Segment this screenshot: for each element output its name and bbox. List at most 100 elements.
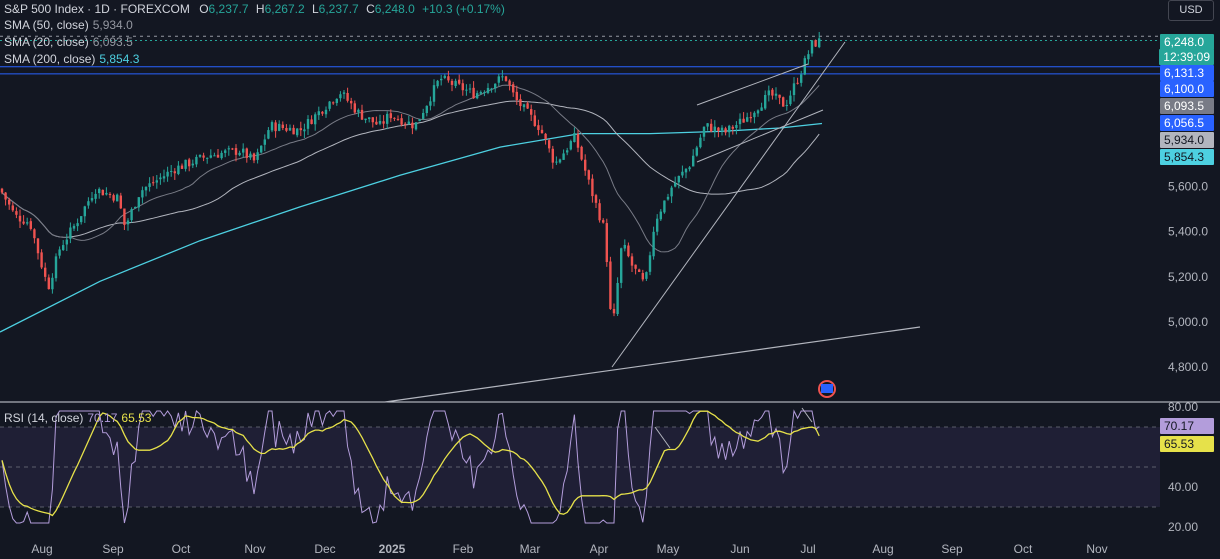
candle-body: [789, 95, 792, 105]
candle-body: [778, 94, 781, 98]
time-axis-tick: 2025: [379, 542, 406, 556]
candle-body: [519, 99, 522, 107]
candle-body: [206, 157, 209, 159]
open-value: 6,237.7: [208, 2, 249, 16]
candle-body: [713, 126, 716, 132]
candle-body: [807, 54, 810, 60]
candle-body: [641, 273, 644, 280]
candle-body: [213, 155, 216, 157]
candle-body: [591, 178, 594, 197]
candle-body: [735, 124, 738, 129]
event-flag-icon-inner: [821, 384, 833, 393]
candle-body: [58, 249, 61, 256]
candle-body: [166, 171, 169, 177]
candle-body: [638, 269, 641, 272]
candle-body: [317, 111, 320, 116]
candle-body: [407, 121, 410, 125]
candle-body: [692, 155, 695, 167]
sma200-legend[interactable]: SMA (200, close) 5,854.3: [4, 51, 139, 67]
candle-body: [663, 200, 666, 213]
sma20-value: 6,093.5: [92, 35, 133, 49]
candle-body: [238, 152, 241, 156]
candle-body: [76, 223, 79, 227]
time-axis-tick: Oct: [1014, 542, 1033, 556]
candle-body: [285, 127, 288, 131]
trendline-long: [384, 326, 921, 403]
price-axis-tick: 5,000.0: [1168, 315, 1208, 329]
candle-body: [119, 195, 122, 209]
rsi-axis-tick: 80.00: [1168, 400, 1198, 414]
candle-body: [134, 206, 137, 209]
candle-body: [533, 115, 536, 126]
sma50-legend[interactable]: SMA (50, close) 5,934.0: [4, 17, 133, 33]
candle-body: [162, 176, 166, 179]
sma20-legend[interactable]: SMA (20, close) 6,093.5: [4, 34, 133, 50]
candle-body: [209, 155, 212, 158]
rsi-axis-tick: 40.00: [1168, 480, 1198, 494]
price-badge: 5,854.3: [1160, 149, 1214, 165]
candle-body: [123, 208, 126, 225]
candle-body: [144, 186, 148, 191]
channel-lower: [696, 109, 824, 163]
candle-body: [249, 153, 252, 158]
sma50-label: SMA (50, close): [4, 18, 89, 32]
candle-body: [281, 124, 284, 129]
candle-body: [173, 171, 176, 174]
time-axis-tick: Sep: [941, 542, 963, 556]
price-badge: 6,100.0: [1160, 81, 1214, 97]
close-label: C: [366, 2, 375, 16]
rsi-legend[interactable]: RSI (14, close) 70.17 65.53: [4, 410, 151, 426]
candle-body: [724, 128, 727, 133]
candle-body: [612, 308, 616, 314]
candle-body: [818, 38, 821, 48]
candle-body: [306, 119, 310, 129]
candle-body: [706, 123, 709, 127]
candle-body: [184, 159, 187, 169]
candle-body: [105, 192, 108, 195]
price-badge: 6,056.5: [1160, 115, 1214, 131]
candle-body: [771, 89, 774, 96]
candle-body: [346, 92, 349, 101]
candle-body: [800, 74, 803, 83]
high-value: 6,267.2: [264, 2, 305, 16]
candle-body: [504, 76, 508, 81]
candle-body: [746, 117, 749, 122]
candle-body: [170, 170, 173, 172]
candle-body: [710, 123, 713, 132]
candle-body: [274, 122, 277, 132]
candle-body: [515, 91, 518, 100]
candle-body: [468, 88, 472, 90]
candle-body: [350, 100, 353, 104]
candle-body: [152, 182, 155, 184]
candle-body: [130, 209, 133, 221]
candle-body: [90, 198, 94, 201]
candle-body: [292, 127, 295, 135]
candle-body: [108, 193, 112, 195]
candle-body: [54, 256, 58, 279]
candle-body: [339, 94, 342, 99]
candle-body: [576, 133, 580, 148]
price-axis-tick: 5,600.0: [1168, 180, 1208, 194]
currency-button[interactable]: USD: [1168, 0, 1214, 21]
candle-body: [717, 127, 720, 131]
candle-body: [522, 104, 526, 108]
price-badge: 5,934.0: [1160, 132, 1214, 148]
candle-body: [191, 163, 194, 166]
sma20-label: SMA (20, close): [4, 35, 89, 49]
rsi-ma-line: [1, 410, 820, 517]
candle-body: [602, 220, 605, 223]
candle-body: [382, 121, 385, 124]
candle-body: [396, 118, 400, 120]
candle-body: [486, 87, 490, 93]
candle-body: [497, 76, 500, 83]
candle-body: [270, 122, 274, 131]
candle-body: [11, 205, 14, 211]
candle-body: [645, 272, 648, 279]
candle-body: [414, 122, 418, 130]
candle-body: [141, 190, 144, 198]
candle-body: [728, 125, 731, 133]
candle-body: [101, 189, 104, 196]
candle-body: [616, 282, 619, 315]
candle-body: [148, 183, 151, 187]
